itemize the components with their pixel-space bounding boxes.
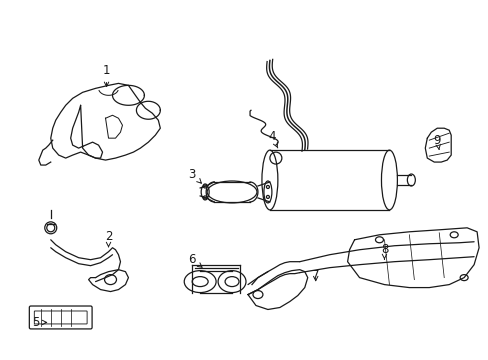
Text: 4: 4 [267,130,277,148]
Text: 6: 6 [188,253,202,267]
Text: 9: 9 [433,134,440,149]
Text: 7: 7 [311,269,319,282]
Text: 1: 1 [102,64,110,86]
Text: 3: 3 [188,167,201,183]
Text: 8: 8 [380,243,387,259]
Text: 5: 5 [32,316,46,329]
Text: 2: 2 [104,230,112,247]
